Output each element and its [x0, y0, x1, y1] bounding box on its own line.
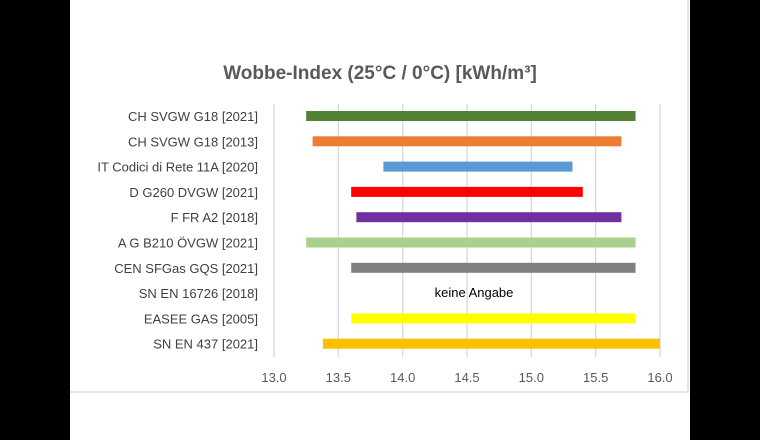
annotation-label: keine Angabe: [435, 285, 514, 300]
category-label: CH SVGW G18 [2013]: [128, 134, 258, 149]
category-label: SN EN 437 [2021]: [153, 337, 258, 352]
x-tick-label: 14.0: [390, 370, 415, 385]
range-bar: [306, 111, 636, 121]
category-label: D G260 DVGW [2021]: [129, 185, 258, 200]
category-label: IT Codici di Rete 11A [2020]: [97, 160, 258, 175]
range-bar: [351, 186, 583, 197]
range-bar: [306, 237, 636, 248]
category-label: SN EN 16726 [2018]: [139, 286, 258, 301]
x-tick-label: 16.0: [647, 370, 672, 385]
x-tick-label: 14.5: [454, 370, 479, 385]
category-label: CH SVGW G18 [2021]: [128, 109, 258, 124]
range-bar: [351, 313, 636, 324]
range-bar: [322, 338, 660, 349]
range-bar: [356, 212, 622, 223]
category-label: F FR A2 [2018]: [171, 210, 258, 225]
x-tick-label: 13.5: [326, 370, 351, 385]
chart-title: Wobbe-Index (25°C / 0°C) [kWh/m³]: [223, 63, 537, 84]
range-bar: [351, 262, 636, 273]
category-label: EASEE GAS [2005]: [144, 311, 258, 326]
chart-frame: [70, 0, 689, 393]
range-bar: [383, 161, 573, 172]
category-label: CEN SFGas GQS [2021]: [114, 261, 258, 276]
x-tick-label: 13.0: [261, 370, 286, 385]
range-bar: [312, 136, 622, 147]
x-tick-label: 15.5: [583, 370, 608, 385]
category-label: A G B210 ÖVGW [2021]: [118, 236, 258, 251]
x-tick-label: 15.0: [519, 370, 544, 385]
